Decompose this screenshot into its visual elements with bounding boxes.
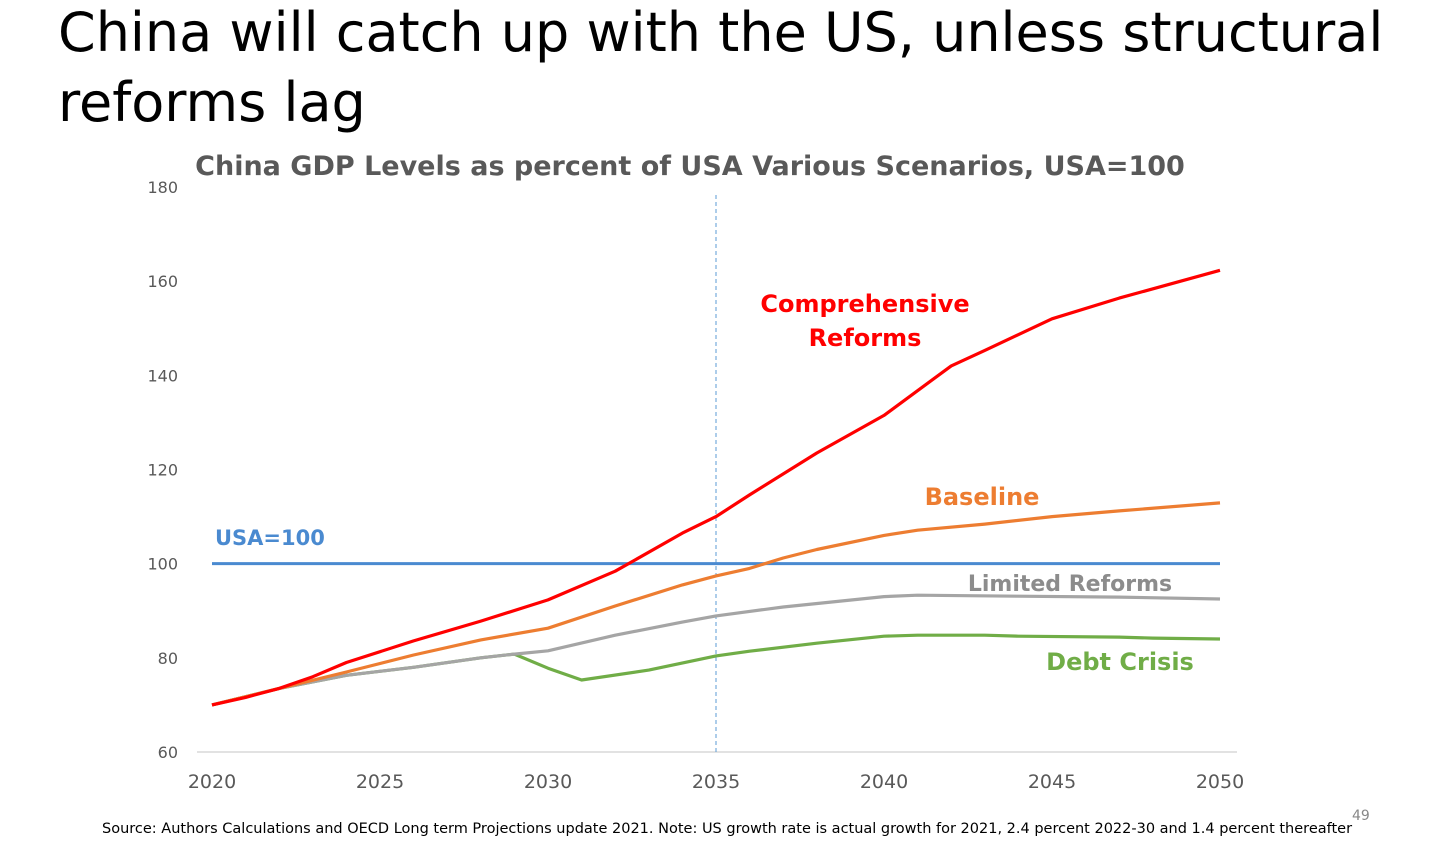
y-tick-label: 120 — [147, 461, 178, 480]
series-line-limited-reforms — [211, 593, 1221, 707]
y-tick-label: 160 — [147, 272, 178, 291]
x-tick-label: 2045 — [1028, 771, 1076, 793]
series-line-comprehensive-reforms — [211, 268, 1221, 707]
page-number: 49 — [1352, 808, 1370, 824]
x-tick-label: 2020 — [188, 771, 236, 793]
x-tick-label: 2050 — [1196, 771, 1244, 793]
x-tick-label: 2040 — [860, 771, 908, 793]
y-tick-label: 100 — [147, 555, 178, 574]
y-tick-label: 60 — [158, 743, 178, 762]
chart-title: China GDP Levels as percent of USA Vario… — [195, 151, 1185, 182]
x-tick-label: 2025 — [356, 771, 404, 793]
y-tick-label: 80 — [158, 649, 178, 668]
y-tick-label: 180 — [147, 178, 178, 197]
series-label: Reforms — [809, 324, 922, 352]
x-tick-label: 2035 — [692, 771, 740, 793]
series-label: Limited Reforms — [968, 572, 1172, 597]
series-line-baseline — [211, 501, 1221, 707]
series-label: Baseline — [925, 483, 1040, 511]
y-tick-label: 140 — [147, 366, 178, 385]
x-tick-label: 2030 — [524, 771, 572, 793]
reference-line-label: USA=100 — [215, 526, 325, 550]
slide-title: China will catch up with the US, unless … — [58, 1, 1384, 134]
series-label: Debt Crisis — [1046, 648, 1194, 676]
series-label: Comprehensive — [760, 290, 969, 318]
source-footnote: Source: Authors Calculations and OECD Lo… — [102, 821, 1353, 837]
